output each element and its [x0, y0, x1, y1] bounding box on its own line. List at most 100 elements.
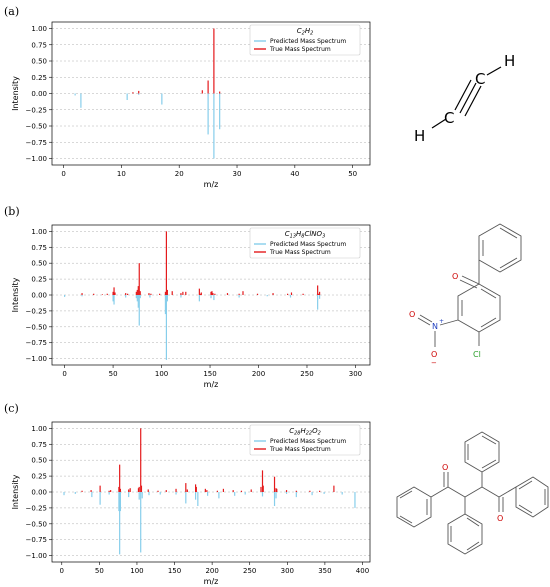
- panel-label-c: (c): [4, 402, 19, 415]
- y-tick-label: 0.25: [31, 473, 47, 481]
- y-tick-label: −0.25: [26, 504, 47, 512]
- x-tick-label: 50: [109, 370, 118, 378]
- y-tick-label: −1.00: [26, 355, 47, 363]
- y-tick-label: 0.25: [31, 74, 47, 82]
- x-tick-label: 20: [175, 170, 184, 178]
- ring-bottom-double-1: [480, 288, 497, 299]
- x-tick-label: 300: [281, 567, 294, 575]
- carbonyl-double-1: [461, 275, 480, 285]
- x-tick-label: 150: [168, 567, 181, 575]
- molecule-tetraphenylbutanedione: O O: [396, 431, 549, 555]
- bond-h-c: [431, 118, 447, 129]
- legend-label-true: True Mass Spectrum: [269, 249, 331, 256]
- y-axis-label: Intensity: [11, 474, 20, 509]
- mass-spectrum-chart-a: 1.00 0.75 0.50 0.25 0.00 −0.25 −0.50 −0.75 −1.00…: [11, 21, 371, 189]
- ring-right-double-1: [518, 480, 533, 490]
- atom-o-nitro-upper: O: [409, 310, 415, 319]
- title-element: ClNO: [304, 230, 322, 238]
- x-tick-label: 400: [356, 567, 369, 575]
- x-tick-label: 0: [62, 370, 66, 378]
- y-tick-label: 1.00: [31, 25, 47, 33]
- x-tick-label: 250: [300, 370, 313, 378]
- atom-c-left: C: [444, 109, 454, 127]
- ring-top-double-2: [499, 257, 518, 269]
- title-subscript: 13: [290, 234, 296, 240]
- phenyl-ring-bottom: [457, 283, 501, 333]
- y-tick-label: 0.25: [31, 276, 47, 284]
- bond-c-h: [486, 66, 502, 76]
- ring-upper-double-1: [481, 435, 497, 445]
- x-axis-label: m/z: [204, 380, 219, 389]
- panel-a: (a) 1.00 0.75 0.50 0.25 0.00 −0.25 −0.50 −0.75 −…: [0, 0, 550, 195]
- bond-n-o-upper-2: [417, 317, 431, 326]
- x-tick-label: 100: [155, 370, 168, 378]
- legend-box: [249, 24, 361, 56]
- nitro-minus-charge: −: [431, 359, 437, 367]
- title-subscript: 28: [294, 431, 300, 437]
- title-element: O: [312, 427, 318, 435]
- phenyl-ring-left: [396, 486, 432, 528]
- y-tick-label: 0.75: [31, 441, 47, 449]
- bond-c2-c1: [447, 486, 466, 498]
- atom-o-right: O: [497, 514, 503, 523]
- x-tick-label: 50: [348, 170, 357, 178]
- x-tick-label: 100: [130, 567, 143, 575]
- y-tick-label: −0.75: [26, 339, 47, 347]
- y-tick-label: 0.00: [31, 489, 47, 497]
- title-element: C: [289, 427, 294, 435]
- x-tick-label: 200: [205, 567, 218, 575]
- atom-c-right: C: [475, 70, 485, 88]
- y-tick-label: −0.75: [26, 536, 47, 544]
- y-tick-label: 1.00: [31, 425, 47, 433]
- x-tick-label: 30: [233, 170, 242, 178]
- title-subscript: 8: [301, 234, 304, 240]
- mass-spectrum-chart-c: 1.00 0.75 0.50 0.25 0.00 −0.25 −0.50 −0.75 −1.00…: [11, 421, 371, 586]
- panel-label-a: (a): [4, 5, 20, 18]
- x-tick-label: 10: [117, 170, 126, 178]
- molecule-acetylene: H C C H: [414, 52, 515, 145]
- ring-upper-double-2: [481, 459, 497, 469]
- y-tick-label: −0.25: [26, 106, 47, 114]
- plot-frame: [51, 421, 371, 563]
- atom-cl: Cl: [473, 350, 481, 359]
- triple-bond-3: [464, 85, 482, 117]
- triple-bond-1: [459, 82, 477, 114]
- plot-frame: [51, 224, 371, 366]
- bond-c1-ring-left: [430, 486, 449, 498]
- ring-lower-double-1: [466, 517, 480, 527]
- phenyl-ring-right: [515, 476, 549, 518]
- bond-ring-nitro: [439, 319, 459, 326]
- y-tick-label: 0.50: [31, 58, 47, 66]
- title-subscript: 3: [322, 234, 325, 240]
- y-tick-label: −1.00: [26, 552, 47, 560]
- title-subscript: 2: [310, 31, 313, 37]
- title-element: H: [300, 427, 306, 435]
- x-tick-label: 150: [203, 370, 216, 378]
- panel-b: (b) 1.00 0.75 0.50 0.25 0.00 −0.25 −0.50 −0.75 −…: [0, 197, 550, 392]
- bond-c3-c4: [481, 486, 500, 498]
- ring-left-double-2: [399, 515, 413, 524]
- title-element: C: [285, 230, 290, 238]
- panel-c: (c) 1.00 0.75 0.50 0.25 0.00 −0.25 −0.50 −0.75 −…: [0, 392, 550, 587]
- y-tick-label: 0.50: [31, 457, 47, 465]
- y-tick-label: 1.00: [31, 228, 47, 236]
- triple-bond-2: [454, 79, 472, 111]
- y-tick-label: 0.75: [31, 41, 47, 49]
- legend-label-predicted: Predicted Mass Spectrum: [270, 241, 346, 248]
- ring-right-double-3: [518, 504, 533, 514]
- x-tick-label: 0: [61, 170, 65, 178]
- legend-label-predicted: Predicted Mass Spectrum: [270, 38, 346, 45]
- title-subscript: 2: [318, 431, 321, 437]
- x-tick-label: 200: [252, 370, 265, 378]
- atom-h-right: H: [504, 52, 515, 70]
- bond-n-o-upper-1: [419, 314, 433, 323]
- chart-title: C13H8ClNO3: [285, 230, 326, 240]
- atom-o-nitro-lower: O: [431, 350, 437, 359]
- title-element: C: [297, 27, 302, 35]
- y-tick-label: −1.00: [26, 155, 47, 163]
- y-tick-label: 0.00: [31, 292, 47, 300]
- y-tick-label: −0.50: [26, 123, 47, 131]
- ring-bottom-double-2: [480, 317, 497, 328]
- nitro-plus-charge: +: [439, 318, 444, 325]
- title-element: H: [305, 27, 311, 35]
